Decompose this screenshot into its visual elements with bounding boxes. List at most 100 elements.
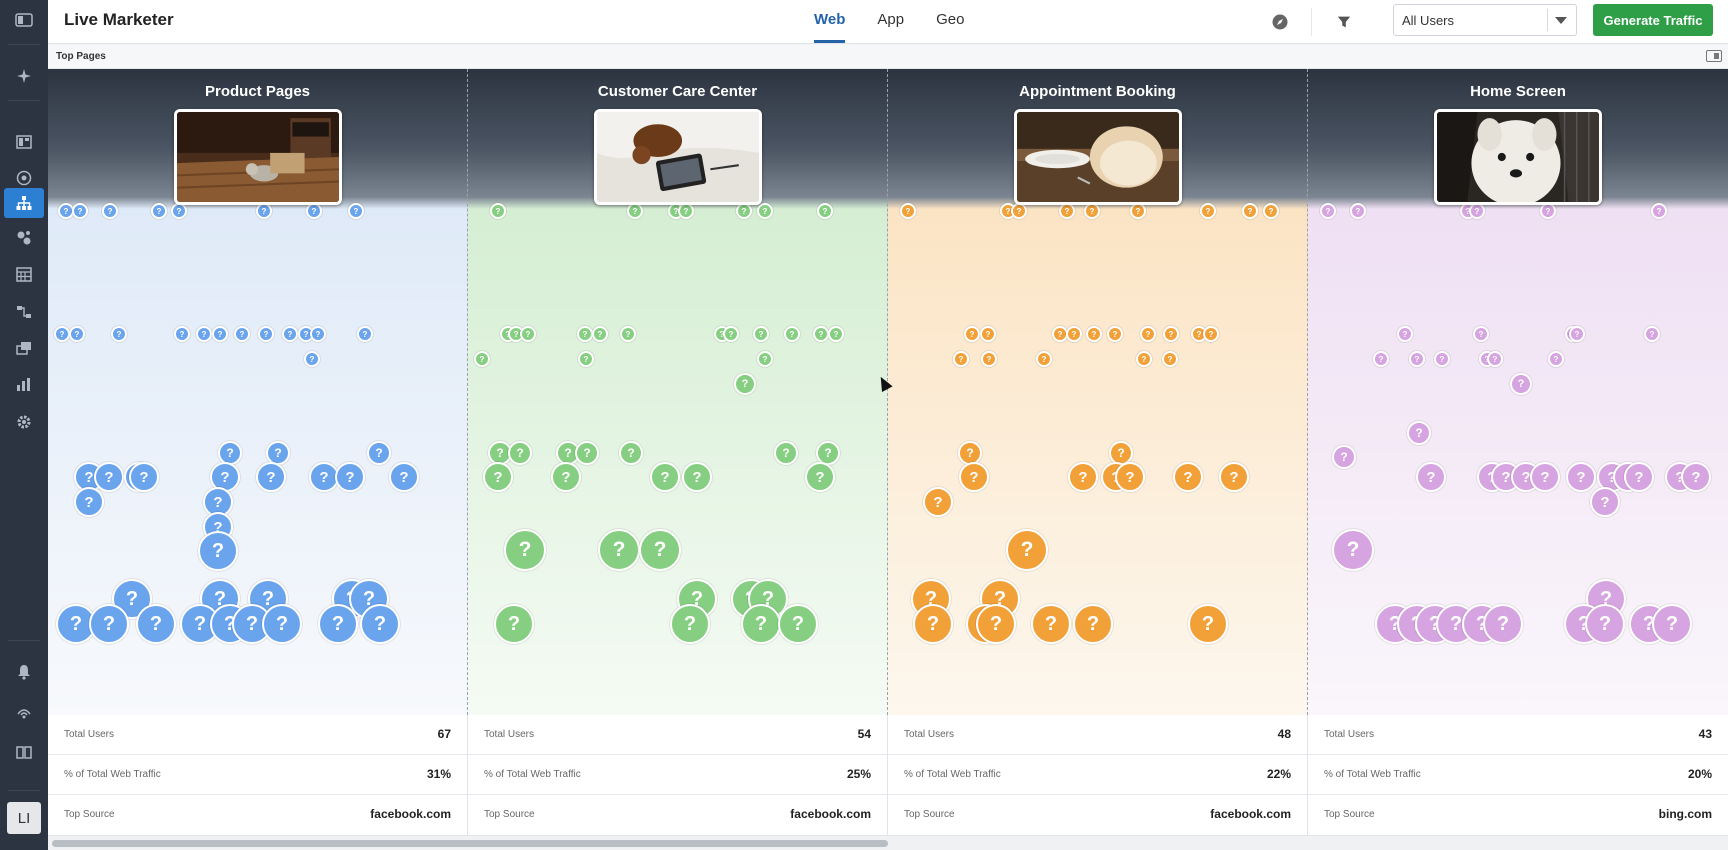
visitor-bubble[interactable]: ? [757,351,773,367]
visitor-bubble[interactable]: ? [490,203,506,219]
visitor-bubble[interactable]: ? [1681,462,1711,492]
visitor-bubble[interactable]: ? [72,203,88,219]
visitor-bubble[interactable]: ? [256,462,286,492]
visitor-bubble[interactable]: ? [1200,203,1216,219]
visitor-bubble[interactable]: ? [1242,203,1258,219]
visitor-bubble[interactable]: ? [828,326,844,342]
visitor-bubble[interactable]: ? [69,326,85,342]
visitor-bubble[interactable]: ? [959,462,989,492]
visitor-bubble[interactable]: ? [1084,203,1100,219]
visitor-bubble[interactable]: ? [335,462,365,492]
visitor-bubble[interactable]: ? [111,326,127,342]
visitor-bubble[interactable]: ? [266,441,290,465]
visitor-bubble[interactable]: ? [1548,351,1564,367]
visitor-bubble[interactable]: ? [953,351,969,367]
visitor-bubble[interactable]: ? [1585,604,1625,644]
visitor-bubble[interactable]: ? [306,203,322,219]
visitor-bubble[interactable]: ? [1115,462,1145,492]
visitor-bubble[interactable]: ? [1173,462,1203,492]
visitor-bubble[interactable]: ? [627,203,643,219]
visitor-bubble[interactable]: ? [774,441,798,465]
tab-geo[interactable]: Geo [936,11,965,28]
visitor-bubble[interactable]: ? [1566,462,1596,492]
visitor-bubble[interactable]: ? [682,462,712,492]
visitor-bubble[interactable]: ? [1510,373,1532,395]
page-thumbnail[interactable] [1434,109,1602,205]
generate-traffic-button[interactable]: Generate Traffic [1593,4,1713,36]
visitor-bubble[interactable]: ? [1073,604,1113,644]
page-thumbnail[interactable] [594,109,762,205]
visitor-bubble[interactable]: ? [198,531,238,571]
dashboard-icon[interactable] [12,130,36,154]
horizontal-scrollbar[interactable] [48,835,1728,850]
visitor-bubble[interactable]: ? [474,351,490,367]
visitor-bubble[interactable]: ? [1086,326,1102,342]
visitor-bubble[interactable]: ? [980,326,996,342]
calendar-icon[interactable] [12,262,36,286]
visitor-bubble[interactable]: ? [1263,203,1279,219]
audience-select[interactable]: All Users [1393,4,1577,36]
visitor-bubble[interactable]: ? [1219,462,1249,492]
visitor-bubble[interactable]: ? [813,326,829,342]
visitor-bubble[interactable]: ? [577,326,593,342]
visitor-bubble[interactable]: ? [650,462,680,492]
sparkle-icon[interactable] [12,64,36,88]
visitor-bubble[interactable]: ? [598,529,640,571]
visitor-bubble[interactable]: ? [1624,462,1654,492]
visitor-bubble[interactable]: ? [1416,462,1446,492]
visitor-bubble[interactable]: ? [171,203,187,219]
flow-icon[interactable] [12,300,36,324]
visitor-bubble[interactable]: ? [816,441,840,465]
visitor-bubble[interactable]: ? [151,203,167,219]
visitor-bubble[interactable]: ? [89,604,129,644]
layers-icon[interactable] [12,336,36,360]
visitor-bubble[interactable]: ? [74,487,104,517]
visitor-bubble[interactable]: ? [1644,326,1660,342]
visitor-bubble[interactable]: ? [494,604,534,644]
menu-toggle-icon[interactable] [12,8,36,32]
visitor-bubble[interactable]: ? [678,203,694,219]
docs-icon[interactable] [12,740,36,764]
visitor-bubble[interactable]: ? [234,326,250,342]
visitor-bubble[interactable]: ? [1066,326,1082,342]
sitemap-icon[interactable] [4,188,44,218]
visitor-bubble[interactable]: ? [310,326,326,342]
visitor-bubble[interactable]: ? [102,203,118,219]
visitor-bubble[interactable]: ? [1320,203,1336,219]
visitor-bubble[interactable]: ? [1031,604,1071,644]
notifications-icon[interactable] [12,660,36,684]
visitor-bubble[interactable]: ? [504,529,546,571]
filter-icon[interactable] [1333,11,1355,33]
avatar[interactable]: LI [7,802,41,834]
visitor-bubble[interactable]: ? [1130,203,1146,219]
scrollbar-thumb[interactable] [52,840,888,847]
visitor-bubble[interactable]: ? [1350,203,1366,219]
visitor-bubble[interactable]: ? [129,462,159,492]
visitor-bubble[interactable]: ? [913,604,953,644]
visitor-bubble[interactable]: ? [256,203,272,219]
visitor-bubble[interactable]: ? [212,326,228,342]
visitor-bubble[interactable]: ? [94,462,124,492]
visitor-bubble[interactable]: ? [282,326,298,342]
visitor-bubble[interactable]: ? [757,203,773,219]
visitor-bubble[interactable]: ? [357,326,373,342]
tab-app[interactable]: App [877,11,905,28]
visitor-bubble[interactable]: ? [309,462,339,492]
visitor-bubble[interactable]: ? [981,351,997,367]
visitor-bubble[interactable]: ? [723,326,739,342]
visitor-bubble[interactable]: ? [1107,326,1123,342]
visitor-bubble[interactable]: ? [1652,604,1692,644]
visitor-bubble[interactable]: ? [136,604,176,644]
page-thumbnail[interactable] [1014,109,1182,205]
visitor-bubble[interactable]: ? [778,604,818,644]
visitor-bubble[interactable]: ? [1140,326,1156,342]
visitor-bubble[interactable]: ? [620,326,636,342]
visitor-bubble[interactable]: ? [174,326,190,342]
visitor-bubble[interactable]: ? [817,203,833,219]
target-icon[interactable] [12,166,36,190]
broadcast-icon[interactable] [12,700,36,724]
visitor-bubble[interactable]: ? [1434,351,1450,367]
visitor-bubble[interactable]: ? [1006,529,1048,571]
visitor-bubble[interactable]: ? [348,203,364,219]
visitor-bubble[interactable]: ? [1590,487,1620,517]
